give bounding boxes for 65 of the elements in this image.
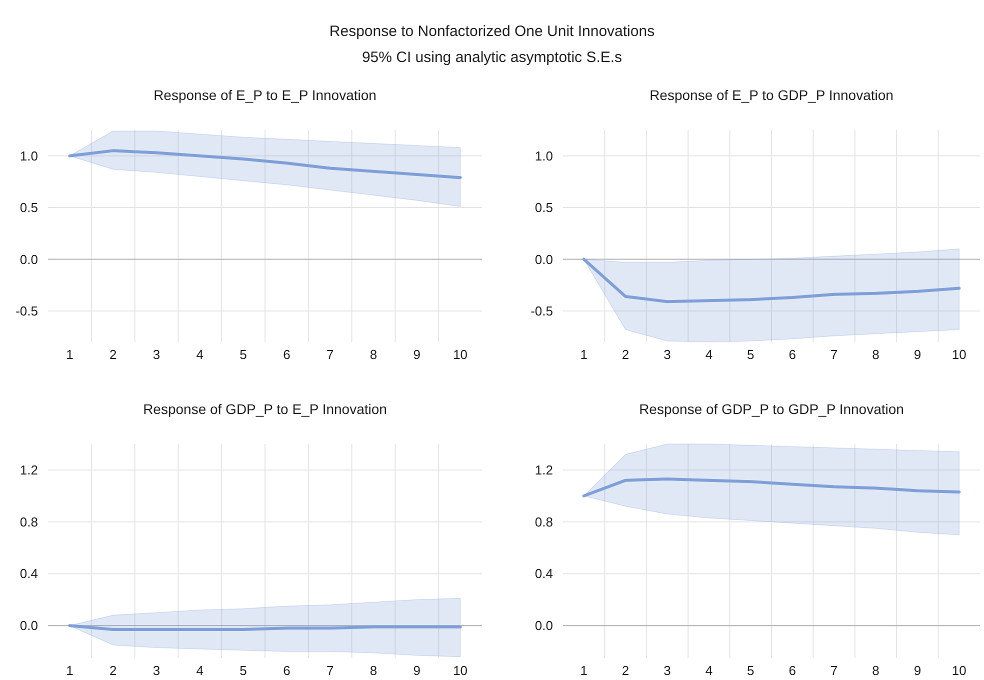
- chart-title: Response of GDP_P to GDP_P Innovation: [639, 401, 904, 417]
- x-tick-label: 3: [664, 347, 671, 362]
- x-tick-label: 9: [413, 663, 421, 678]
- x-tick-label: 3: [664, 663, 671, 678]
- x-tick-label: 10: [952, 663, 966, 678]
- x-tick-label: 9: [914, 663, 922, 678]
- chart-title: Response of E_P to GDP_P Innovation: [650, 87, 894, 103]
- x-tick-label: 10: [952, 347, 966, 362]
- x-tick-label: 8: [872, 347, 880, 362]
- y-tick-label: 0.0: [534, 252, 553, 267]
- x-tick-label: 1: [66, 663, 74, 678]
- x-tick-label: 4: [196, 347, 204, 362]
- text: Response to Nonfactorized One Unit Innovations: [329, 23, 655, 40]
- y-tick-label: 0.5: [20, 200, 38, 216]
- x-tick-label: 5: [747, 347, 754, 362]
- y-tick-label: 0.4: [534, 566, 553, 582]
- x-tick-label: 9: [413, 347, 421, 362]
- x-tick-label: 1: [580, 347, 588, 362]
- y-tick-label: 0.0: [20, 252, 38, 267]
- x-tick-label: 7: [830, 347, 838, 362]
- x-tick-label: 10: [453, 663, 468, 678]
- y-tick-label: -0.5: [530, 304, 553, 319]
- x-tick-label: 5: [747, 663, 754, 678]
- y-tick-label: 0.0: [20, 618, 38, 634]
- x-tick-label: 2: [109, 347, 117, 362]
- x-tick-label: 6: [283, 347, 290, 362]
- x-tick-label: 6: [788, 663, 796, 678]
- y-tick-label: 0.8: [534, 514, 553, 530]
- x-tick-label: 8: [370, 663, 378, 678]
- x-tick-label: 6: [788, 347, 796, 362]
- x-tick-label: 1: [580, 663, 588, 678]
- y-tick-label: 1.0: [20, 148, 38, 164]
- y-tick-label: 0.4: [20, 566, 38, 582]
- x-tick-label: 7: [326, 663, 334, 678]
- chart-title: Response of E_P to E_P Innovation: [154, 87, 376, 103]
- x-tick-label: 2: [622, 663, 630, 678]
- chart-title: Response of GDP_P to E_P Innovation: [143, 401, 387, 417]
- x-tick-label: 4: [705, 663, 713, 678]
- x-tick-label: 5: [240, 663, 247, 678]
- y-tick-label: 0.0: [534, 618, 553, 634]
- line-series: [582, 478, 961, 498]
- x-tick-label: 8: [872, 663, 880, 678]
- y-tick-label: 0.8: [20, 514, 38, 530]
- x-tick-label: 4: [196, 663, 204, 678]
- y-tick-label: 1.2: [20, 462, 38, 478]
- x-tick-label: 9: [914, 347, 922, 362]
- x-tick-label: 3: [152, 663, 160, 678]
- x-tick-label: 5: [240, 347, 247, 362]
- x-tick-label: 10: [453, 347, 468, 362]
- text: 95% CI using analytic asymptotic S.E.s: [362, 49, 622, 66]
- line-series: [68, 149, 462, 180]
- y-tick-label: 1.0: [534, 148, 553, 164]
- x-tick-label: 1: [66, 347, 74, 362]
- y-tick-label: 0.5: [534, 200, 553, 216]
- x-tick-label: 7: [830, 663, 838, 678]
- line-series: [582, 258, 961, 304]
- x-tick-label: 2: [622, 347, 630, 362]
- x-tick-label: 8: [370, 347, 378, 362]
- y-tick-label: 1.2: [534, 462, 553, 478]
- y-tick-label: -0.5: [16, 304, 38, 319]
- x-tick-label: 7: [326, 347, 334, 362]
- x-tick-label: 6: [283, 663, 290, 678]
- x-tick-label: 3: [152, 347, 160, 362]
- x-tick-label: 2: [109, 663, 117, 678]
- x-tick-label: 4: [705, 347, 713, 362]
